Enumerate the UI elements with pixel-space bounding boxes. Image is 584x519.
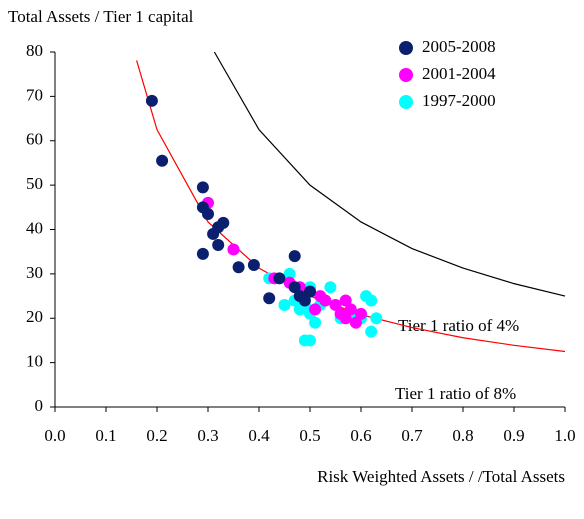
x-tick-label: 0.2 (146, 426, 167, 445)
scatter-point (339, 294, 352, 307)
y-tick-label: 60 (26, 130, 43, 149)
scatter-point (309, 303, 322, 316)
x-tick-label: 0.4 (248, 426, 270, 445)
scatter-point (196, 247, 209, 260)
y-tick-label: 0 (35, 396, 44, 415)
scatter-point (365, 325, 378, 338)
scatter-point (247, 259, 260, 271)
scatter-point (217, 216, 230, 229)
scatter-point (156, 154, 169, 167)
x-tick-label: 0.7 (401, 426, 423, 445)
scatter-point (304, 285, 316, 298)
legend-label: 2001-2004 (422, 64, 496, 83)
y-tick-label: 30 (26, 263, 43, 282)
scatter-point (232, 261, 245, 274)
legend-label: 1997-2000 (422, 91, 496, 110)
x-axis-title: Risk Weighted Assets / /Total Assets (317, 467, 565, 486)
scatter-point (349, 316, 362, 329)
legend-label: 2005-2008 (422, 37, 496, 56)
scatter-point (196, 181, 209, 194)
x-tick-label: 0.6 (350, 426, 371, 445)
scatter-point (365, 294, 378, 307)
y-tick-label: 70 (26, 85, 43, 104)
scatter-point (324, 281, 337, 294)
x-tick-label: 0.8 (452, 426, 473, 445)
scatter-point (329, 298, 342, 311)
y-tick-label: 50 (26, 174, 43, 193)
scatter-point (339, 312, 352, 325)
reference-curve (213, 51, 566, 297)
scatter-point (273, 272, 286, 285)
curve-annotation: Tier 1 ratio of 4% (398, 316, 519, 335)
y-tick-label: 40 (26, 218, 43, 237)
x-tick-label: 0.5 (299, 426, 320, 445)
x-tick-label: 0.1 (95, 426, 116, 445)
scatter-point (298, 294, 311, 307)
scatter-point (370, 312, 383, 325)
scatter-point (344, 303, 357, 316)
scatter-point (227, 243, 240, 256)
curve-annotation: Tier 1 ratio of 8% (395, 384, 516, 403)
y-tick-label: 80 (26, 41, 43, 60)
scatter-point (145, 94, 158, 107)
x-tick-label: 0.9 (503, 426, 524, 445)
scatter-point (298, 334, 311, 347)
scatter-point (202, 207, 214, 220)
legend-marker (399, 95, 413, 109)
scatter-point (288, 250, 301, 263)
scatter-point (288, 281, 301, 294)
legend-marker (399, 68, 413, 82)
scatter-point (319, 294, 332, 307)
y-tick-label: 10 (26, 352, 43, 371)
x-tick-label: 1.0 (554, 426, 575, 445)
x-tick-label: 0.3 (197, 426, 218, 445)
scatter-point (212, 239, 225, 252)
y-tick-label: 20 (26, 307, 43, 326)
y-axis-title: Total Assets / Tier 1 capital (8, 7, 194, 26)
scatter-point (278, 298, 291, 311)
scatter-point (309, 316, 322, 329)
scatter-point (283, 267, 296, 280)
scatter-point (355, 307, 367, 320)
scatter-point (263, 292, 276, 305)
x-tick-label: 0.0 (44, 426, 65, 445)
legend-marker (399, 41, 413, 55)
